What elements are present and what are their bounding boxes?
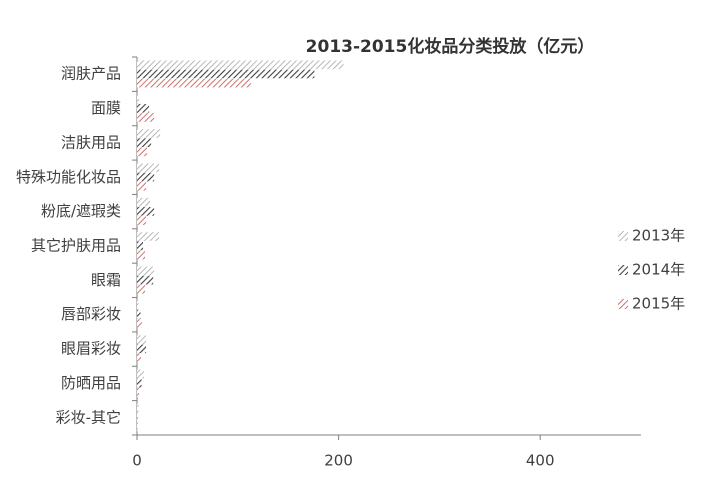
bar <box>137 369 145 379</box>
bar <box>137 344 147 354</box>
y-tick-label: 面膜 <box>91 99 121 117</box>
bar <box>137 172 155 182</box>
bar <box>137 266 155 276</box>
bar <box>137 60 344 70</box>
bar <box>137 138 152 147</box>
bar <box>137 335 147 345</box>
y-tick-label: 特殊功能化妆品 <box>16 168 121 186</box>
y-tick-label: 眼眉彩妆 <box>61 340 121 358</box>
x-tick-label: 400 <box>526 452 555 470</box>
y-tick-label: 粉底/遮瑕类 <box>41 202 121 220</box>
bar <box>137 207 155 216</box>
y-tick-label: 防晒用品 <box>61 374 121 392</box>
bar <box>137 250 146 260</box>
bar <box>137 404 139 413</box>
y-tick-label: 洁肤用品 <box>61 133 121 151</box>
bar <box>137 232 160 241</box>
legend-label: 2013年 <box>632 227 685 245</box>
x-tick-label: 200 <box>324 452 353 470</box>
chart-title: 2013-2015化妆品分类投放（亿元） <box>306 36 595 57</box>
bar <box>137 94 140 104</box>
bar <box>137 319 143 328</box>
legend-swatch <box>618 299 628 309</box>
bar <box>137 147 148 157</box>
bar <box>137 284 146 294</box>
bar <box>137 300 139 310</box>
bar <box>137 129 161 138</box>
legend-swatch <box>618 231 628 241</box>
bar <box>137 113 155 122</box>
bar <box>137 78 251 88</box>
legend-label: 2014年 <box>632 261 685 279</box>
legend-label: 2015年 <box>632 295 685 313</box>
y-tick-label: 眼霜 <box>91 271 121 289</box>
bar <box>137 422 138 432</box>
y-tick-label: 唇部彩妆 <box>61 305 121 323</box>
bar <box>137 103 150 113</box>
bar <box>137 216 147 225</box>
legend-swatch <box>618 265 628 275</box>
bar <box>137 69 315 79</box>
bar <box>137 181 147 191</box>
y-tick-label: 其它护肤用品 <box>31 237 121 255</box>
y-tick-label: 润肤产品 <box>61 65 121 83</box>
bar <box>137 378 142 388</box>
bar <box>137 163 160 173</box>
bar <box>137 388 140 397</box>
bar <box>137 353 142 363</box>
bar <box>137 241 144 251</box>
bar <box>137 413 138 422</box>
y-tick-label: 彩妆-其它 <box>56 408 121 426</box>
bar <box>137 310 141 319</box>
bar <box>137 275 154 285</box>
x-tick-label: 0 <box>132 452 142 470</box>
bar <box>137 197 151 207</box>
